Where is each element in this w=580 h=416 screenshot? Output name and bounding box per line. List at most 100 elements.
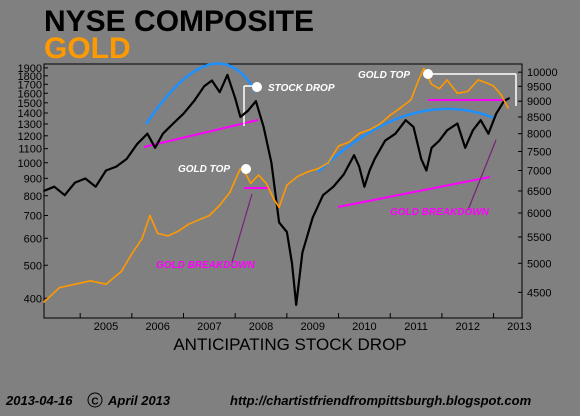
series-point-gold (317, 167, 319, 170)
series-point-gold (149, 214, 151, 217)
right-tick-label: 5000 (527, 258, 551, 270)
series-point-nyse (234, 97, 237, 100)
marker-gold-top-2008 (241, 164, 251, 174)
markers (241, 69, 433, 174)
right-tick-label: 9500 (527, 81, 551, 93)
series-point-gold (239, 167, 242, 170)
series-point-nyse (154, 146, 157, 149)
series-point-gold (120, 270, 123, 273)
title-gold: GOLD (44, 32, 131, 65)
series-point-nyse (193, 100, 195, 103)
x-tick-label: 2009 (300, 321, 324, 333)
series-point-nyse (358, 165, 361, 168)
left-tick-label: 1300 (18, 119, 42, 131)
series-point-nyse (218, 91, 221, 94)
series-point-gold (234, 179, 237, 181)
series-point-nyse (295, 304, 298, 306)
series-point-gold (477, 79, 479, 81)
footer-date: 2013-04-16 (5, 393, 73, 408)
arc-nyse-2011 (317, 107, 495, 173)
right-tick-label: 10000 (527, 67, 558, 79)
series-point-gold (130, 253, 133, 255)
annotation-gold-top-2008: GOLD TOP (178, 164, 230, 175)
series-line-gold (43, 67, 509, 303)
right-tick-label: 8500 (527, 112, 551, 124)
right-tick-label: 9000 (527, 96, 551, 108)
series-point-gold (466, 90, 469, 93)
right-tick-label: 4500 (527, 287, 551, 299)
series-point-gold (500, 94, 503, 96)
series-point-gold (438, 87, 441, 90)
series-point-nyse (84, 177, 87, 180)
series-point-gold (296, 175, 299, 178)
series-point-nyse (74, 181, 76, 184)
left-tick-label: 900 (24, 173, 42, 185)
series-point-nyse (136, 143, 138, 146)
annotation-gold-top-2011: GOLD TOP (358, 70, 410, 81)
series-point-nyse (508, 97, 510, 100)
series-point-gold (273, 198, 275, 201)
annotation-gold-breakdown-2008: GOLD BREAKDOWN (156, 260, 256, 271)
left-tick-label: 400 (24, 293, 42, 305)
right-tick-label: 7500 (527, 146, 551, 158)
series-point-nyse (438, 139, 441, 142)
x-tick-label: 2010 (352, 321, 376, 333)
series-point-nyse (291, 262, 293, 265)
marker-gold-top-2011 (423, 69, 433, 79)
series-point-nyse (487, 132, 490, 135)
annotation-stock-drop: STOCK DROP (268, 83, 335, 94)
series-point-nyse (394, 132, 397, 135)
footer-url[interactable]: http://chartistfriendfrompittsburgh.blog… (230, 393, 532, 408)
pointer-gold-breakdown-2 (467, 139, 497, 211)
copyright-icon (87, 392, 103, 408)
left-tick-label: 1000 (18, 158, 42, 170)
right-axis: 10000 9500 9000 8500 8000 7500 7000 6500 6000 550… (518, 67, 558, 299)
series-point-gold (484, 81, 487, 84)
series-point-gold (379, 123, 381, 125)
series-point-nyse (368, 169, 371, 172)
series-point-nyse (332, 185, 335, 188)
series-point-nyse (464, 146, 467, 149)
arc-nyse-2007 (144, 62, 258, 125)
left-tick-label: 1900 (18, 63, 42, 75)
left-tick-label: 1100 (18, 144, 42, 156)
series-point-nyse (342, 173, 345, 176)
pointer-gold-breakdown-1 (231, 193, 253, 263)
series-point-gold (89, 279, 92, 282)
series-point-nyse (262, 126, 265, 128)
left-tick-label: 1600 (18, 88, 42, 100)
series-point-gold (187, 223, 190, 226)
x-tick-label: 2011 (404, 321, 428, 333)
series-point-gold (249, 182, 252, 185)
series-point-gold (257, 174, 260, 177)
series-point-nyse (430, 146, 433, 149)
series-layer (43, 67, 510, 306)
x-tick-label: 2008 (249, 321, 273, 333)
series-point-nyse (226, 74, 229, 76)
title-nyse: NYSE COMPOSITE (44, 5, 314, 38)
series-point-nyse (311, 216, 314, 219)
series-point-nyse (384, 139, 386, 142)
series-point-nyse (456, 122, 459, 125)
series-point-nyse (162, 132, 164, 135)
left-tick-label: 1800 (18, 71, 42, 83)
series-point-nyse (446, 129, 448, 132)
series-point-nyse (182, 112, 185, 115)
series-point-nyse (479, 119, 482, 122)
series-point-nyse (239, 116, 242, 118)
left-tick-label: 600 (24, 233, 42, 245)
series-point-nyse (363, 185, 366, 188)
plot-frame (43, 63, 523, 319)
series-point-nyse (203, 85, 206, 88)
series-point-gold (507, 106, 509, 109)
series-point-gold (389, 114, 392, 116)
series-point-gold (74, 283, 76, 286)
left-tick-label: 1200 (18, 131, 42, 143)
overlays (143, 62, 517, 263)
right-tick-label: 5500 (527, 232, 551, 244)
series-point-nyse (301, 251, 304, 254)
series-point-nyse (172, 122, 175, 125)
left-tick-label: 1400 (18, 108, 42, 120)
series-point-nyse (353, 154, 355, 157)
series-point-nyse (53, 185, 56, 188)
